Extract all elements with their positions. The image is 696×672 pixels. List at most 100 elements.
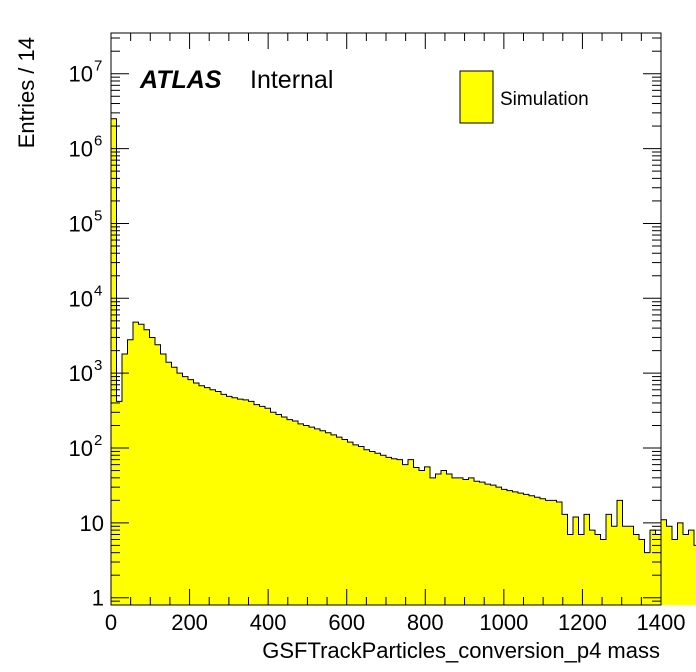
histogram-bin: [419, 470, 425, 605]
y-axis-label: Entries / 14: [14, 37, 39, 148]
axis-ticks: [110, 33, 662, 606]
y-tick-exponent: 4: [94, 282, 102, 299]
histogram-bin: [177, 373, 183, 605]
histogram-bin: [694, 545, 696, 605]
histogram-bin: [446, 473, 453, 605]
histogram-bin: [562, 514, 568, 605]
histogram-bin: [243, 399, 249, 605]
histogram-bin: [408, 459, 414, 605]
histogram-bin: [617, 500, 623, 605]
histogram-bin: [188, 379, 194, 605]
histogram-bin: [309, 427, 315, 605]
histogram-bin: [320, 430, 326, 605]
histogram-bin: [182, 376, 189, 605]
histogram-bin: [149, 337, 156, 605]
y-tick-label: 10: [69, 286, 93, 311]
histogram-bin: [496, 487, 502, 605]
histogram-bin: [628, 526, 634, 605]
internal-label: Internal: [250, 66, 333, 94]
histogram-bin: [226, 396, 233, 605]
histogram-bin: [166, 362, 172, 605]
histogram-bin: [501, 489, 508, 605]
histogram-bin: [210, 389, 216, 605]
y-tick-exponent: 6: [94, 133, 102, 150]
histogram-bin: [160, 354, 167, 605]
histogram-bin: [199, 385, 205, 605]
histogram-bin: [259, 406, 266, 605]
histogram-bin: [353, 444, 359, 605]
histogram-bin: [595, 534, 601, 605]
histogram-bin: [622, 526, 629, 605]
histogram-bin: [265, 408, 271, 605]
x-tick-label: 400: [250, 610, 287, 635]
histogram-bin: [457, 477, 464, 605]
histogram-bin: [254, 404, 260, 605]
histogram-bin: [133, 322, 139, 605]
histogram-bin: [633, 534, 640, 605]
plot-frame: [110, 32, 662, 606]
histogram-layer: [110, 118, 696, 606]
histogram-bin: [413, 467, 420, 605]
histogram-bin: [463, 479, 469, 605]
histogram-bin: [375, 453, 381, 605]
histogram-bin: [677, 522, 684, 605]
x-tick-labels: 0 200 400 600 800 1000 1200 1400: [105, 610, 686, 635]
histogram-bin: [650, 530, 656, 605]
histogram-bin: [155, 344, 161, 605]
y-tick-exponent: 5: [94, 207, 102, 224]
histogram-bin: [287, 419, 293, 605]
histogram-bin: [111, 118, 117, 606]
histogram-bin: [232, 397, 238, 605]
x-tick-label: 1000: [479, 610, 528, 635]
histogram-bin: [138, 324, 145, 605]
histogram-bin: [402, 464, 409, 605]
histogram-bin: [540, 498, 546, 605]
histogram-bin: [298, 423, 304, 605]
histogram-bin: [523, 494, 530, 605]
histogram-bin: [584, 514, 590, 605]
histogram-bin: [545, 500, 552, 605]
histogram-bin: [490, 485, 497, 605]
histogram-bin: [534, 497, 541, 605]
histogram-bin: [606, 514, 612, 605]
histogram-bin: [639, 539, 645, 605]
histogram-bin: [655, 534, 662, 605]
histogram-bin: [116, 401, 123, 605]
histogram-bin: [430, 477, 436, 605]
histogram-bin: [342, 439, 348, 605]
histogram-bin: [567, 534, 574, 605]
x-tick-label: 1200: [558, 610, 607, 635]
histogram-bin: [358, 446, 365, 605]
histogram-bin: [452, 477, 458, 605]
histogram-bin: [314, 428, 321, 605]
histogram-bin: [512, 491, 519, 605]
histogram-bin: [122, 354, 128, 605]
histogram-bin: [127, 339, 134, 605]
y-tick-label: 10: [69, 361, 93, 386]
histogram-bin: [144, 329, 150, 605]
x-tick-label: 600: [328, 610, 365, 635]
y-tick-label: 10: [69, 211, 93, 236]
histogram-bin: [556, 502, 563, 605]
histogram-bin: [303, 425, 310, 605]
x-tick-label: 1400: [637, 610, 686, 635]
histogram-bin: [270, 412, 277, 605]
histogram-bin: [507, 490, 513, 605]
histogram-bin: [551, 500, 557, 605]
histogram-bin: [397, 459, 403, 605]
histogram-bin: [424, 466, 431, 605]
histogram-bin: [468, 477, 475, 605]
histogram-bin: [666, 526, 673, 605]
atlas-label: ATLAS: [139, 66, 222, 94]
histogram-bin: [336, 437, 343, 605]
histogram-bin: [611, 526, 618, 605]
y-tick-exponent: 2: [94, 432, 102, 449]
histogram-bin: [518, 493, 524, 605]
histogram-bin: [193, 382, 200, 605]
histogram-bin: [204, 387, 211, 605]
histogram-bin: [688, 530, 695, 605]
histogram-bin: [221, 394, 227, 605]
histogram-bin: [644, 552, 651, 605]
y-tick-exponent: 7: [94, 58, 102, 75]
